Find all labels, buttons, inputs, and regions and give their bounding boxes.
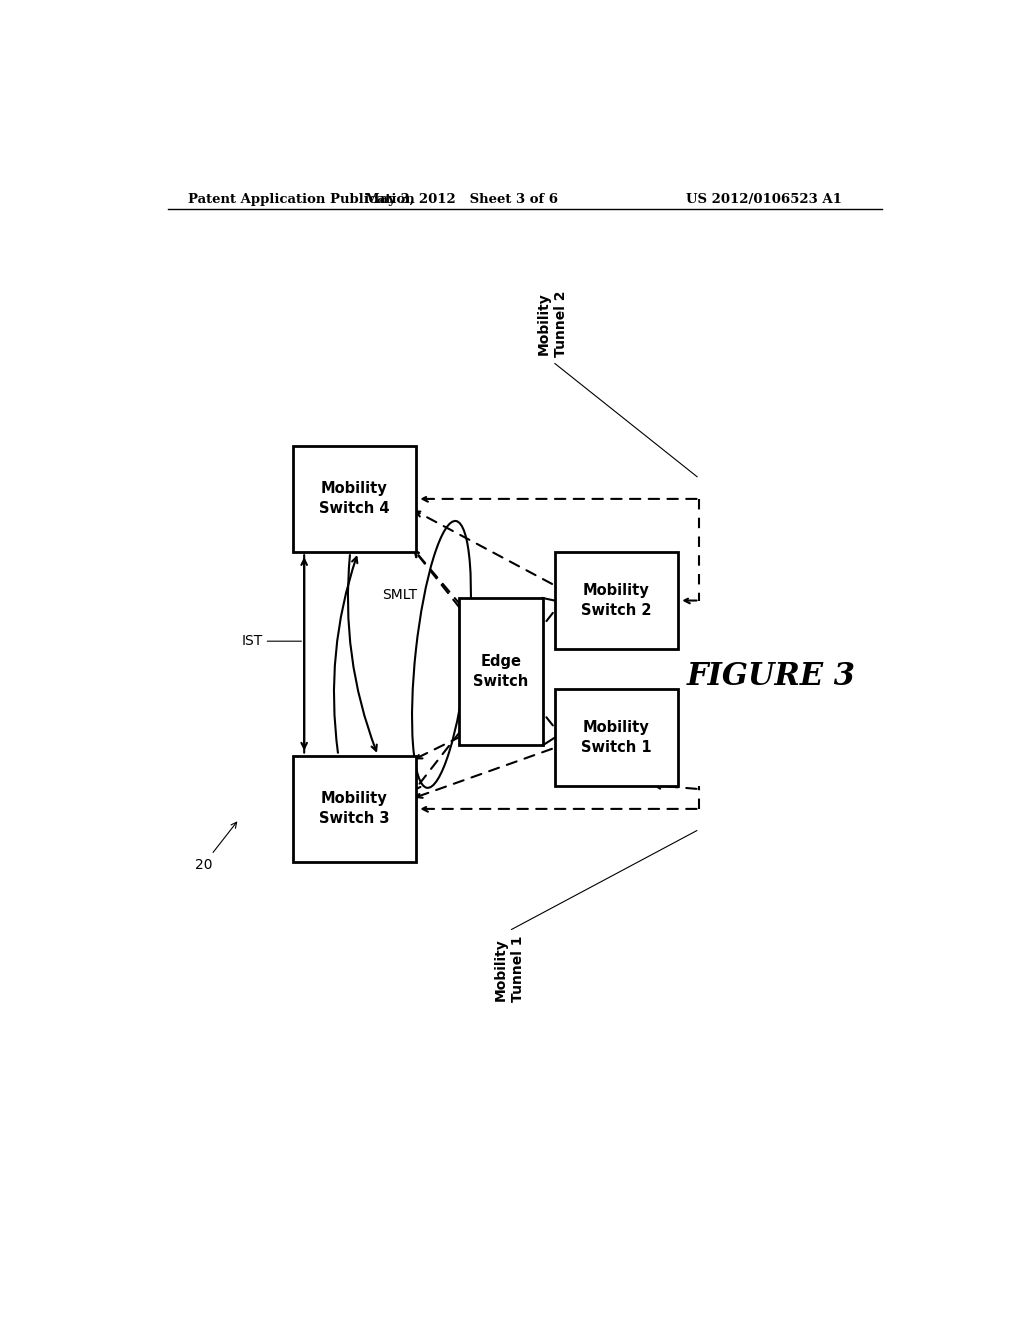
Text: Mobility
Tunnel 2: Mobility Tunnel 2 <box>537 290 568 356</box>
Bar <box>555 552 678 649</box>
Text: Mobility
Switch 4: Mobility Switch 4 <box>318 482 389 516</box>
Bar <box>293 446 416 552</box>
Text: FIGURE 3: FIGURE 3 <box>686 661 855 692</box>
Bar <box>460 598 543 746</box>
Text: US 2012/0106523 A1: US 2012/0106523 A1 <box>686 193 842 206</box>
Text: 20: 20 <box>195 858 212 871</box>
Text: Mobility
Switch 3: Mobility Switch 3 <box>318 792 389 826</box>
Text: Mobility
Switch 1: Mobility Switch 1 <box>581 721 651 755</box>
Text: Mobility
Switch 2: Mobility Switch 2 <box>581 583 651 618</box>
Text: Mobility
Tunnel 1: Mobility Tunnel 1 <box>494 936 524 1002</box>
Text: Patent Application Publication: Patent Application Publication <box>187 193 415 206</box>
Text: SMLT: SMLT <box>383 589 418 602</box>
Text: May 3, 2012   Sheet 3 of 6: May 3, 2012 Sheet 3 of 6 <box>365 193 558 206</box>
Text: Edge
Switch: Edge Switch <box>473 655 528 689</box>
Text: IST: IST <box>242 634 263 648</box>
Bar <box>293 755 416 862</box>
Bar <box>555 689 678 785</box>
